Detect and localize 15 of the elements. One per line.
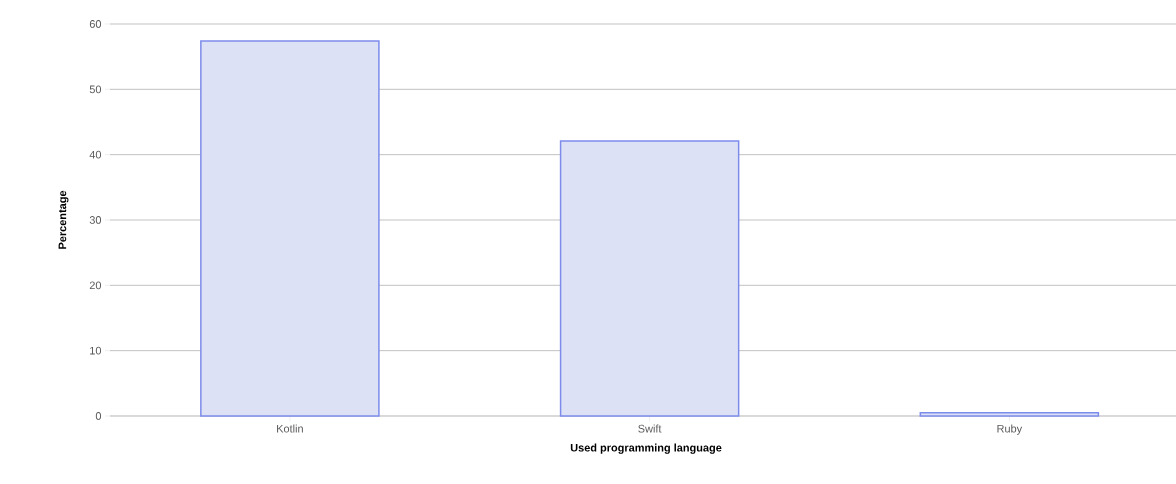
y-tick-label: 50 xyxy=(89,85,102,94)
y-tick-label: 10 xyxy=(90,346,102,355)
y-tick-label: 60 xyxy=(89,20,102,28)
y-tick-label: 20 xyxy=(89,281,102,290)
x-axis-title: Used programming language xyxy=(570,443,722,454)
bar xyxy=(559,140,740,417)
bar xyxy=(919,411,1100,417)
bar xyxy=(200,40,380,417)
y-tick-label: 0 xyxy=(95,412,102,420)
x-tick-label: Kotlin xyxy=(277,424,303,433)
y-axis-title: Percentage xyxy=(58,190,69,249)
x-tick-label: Ruby xyxy=(997,424,1023,435)
y-tick-label: 40 xyxy=(89,150,102,159)
x-tick-label: Swift xyxy=(638,424,662,433)
y-tick-label: 30 xyxy=(89,216,102,224)
